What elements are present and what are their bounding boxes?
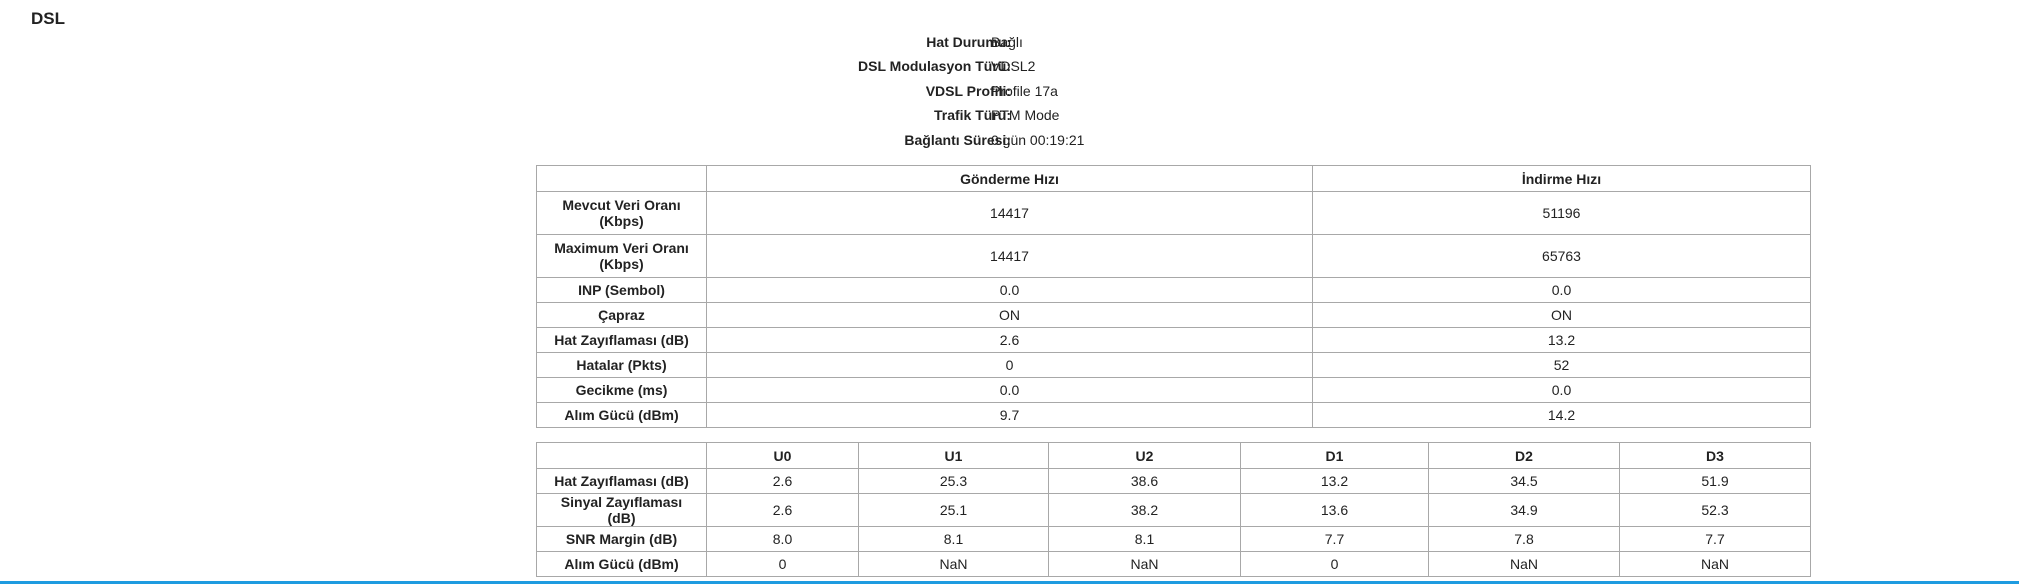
- cell: 14.2: [1312, 402, 1811, 428]
- cell: 8.0: [706, 526, 859, 552]
- column-header: Gönderme Hızı: [706, 165, 1313, 192]
- cell: 14417: [706, 191, 1313, 235]
- cell: NaN: [1048, 551, 1241, 577]
- header-row: Gönderme Hızı İndirme Hızı: [536, 165, 1811, 192]
- status-list: Hat Durumu: Bağlı DSL Modulasyon Türü: VDSL…: [0, 30, 2019, 152]
- cell: 38.6: [1048, 468, 1241, 494]
- cell: 7.7: [1619, 526, 1811, 552]
- cell: ON: [1312, 302, 1811, 328]
- column-header: İndirme Hızı: [1312, 165, 1811, 192]
- column-header: D2: [1428, 442, 1620, 469]
- cell: 0.0: [706, 377, 1313, 403]
- table-row: INP (Sembol) 0.0 0.0: [536, 277, 1811, 303]
- cell: 51.9: [1619, 468, 1811, 494]
- column-header: D1: [1240, 442, 1429, 469]
- column-header: U2: [1048, 442, 1241, 469]
- cell: 25.3: [858, 468, 1049, 494]
- cell: 0: [706, 551, 859, 577]
- cell: 25.1: [858, 493, 1049, 527]
- status-row: Trafik Türü: PTM Mode: [0, 103, 2019, 127]
- cell: 0: [1240, 551, 1429, 577]
- cell: 14417: [706, 234, 1313, 278]
- cell: 52.3: [1619, 493, 1811, 527]
- row-header: Hat Zayıflaması (dB): [536, 468, 707, 494]
- status-value: VDSL2: [991, 58, 1036, 75]
- cell: 13.2: [1240, 468, 1429, 494]
- cell: 0: [706, 352, 1313, 378]
- table-row: Hatalar (Pkts) 0 52: [536, 352, 1811, 378]
- cell: 38.2: [1048, 493, 1241, 527]
- row-header: Alım Gücü (dBm): [536, 402, 707, 428]
- table-row: Hat Zayıflaması (dB) 2.6 13.2: [536, 327, 1811, 353]
- rate-table: Gönderme Hızı İndirme Hızı Mevcut Veri Ora…: [536, 165, 1811, 428]
- status-value: Profile 17a: [991, 82, 1058, 99]
- status-value: 0 gün 00:19:21: [991, 131, 1085, 148]
- cell: 34.9: [1428, 493, 1620, 527]
- cell: NaN: [858, 551, 1049, 577]
- cell: 8.1: [1048, 526, 1241, 552]
- table-row: Gecikme (ms) 0.0 0.0: [536, 377, 1811, 403]
- status-row: Hat Durumu: Bağlı: [0, 30, 2019, 54]
- row-header: SNR Margin (dB): [536, 526, 707, 552]
- status-value: Bağlı: [991, 34, 1023, 50]
- cell: ON: [706, 302, 1313, 328]
- column-header: D3: [1619, 442, 1811, 469]
- status-label: Bağlantı Süresi:: [904, 131, 1011, 148]
- row-header: Maximum Veri Oranı (Kbps): [536, 234, 707, 278]
- row-header: Hatalar (Pkts): [536, 352, 707, 378]
- cell: 65763: [1312, 234, 1811, 278]
- status-label: VDSL Profili:: [925, 82, 1011, 99]
- bottom-border: [0, 581, 2019, 584]
- row-header: Hat Zayıflaması (dB): [536, 327, 707, 353]
- cell: NaN: [1428, 551, 1620, 577]
- corner-cell: [536, 442, 707, 469]
- cell: 52: [1312, 352, 1811, 378]
- corner-cell: [536, 165, 707, 192]
- status-value: PTM Mode: [991, 107, 1060, 124]
- column-header: U0: [706, 442, 859, 469]
- table-row: Maximum Veri Oranı (Kbps) 14417 65763: [536, 234, 1811, 278]
- cell: 7.8: [1428, 526, 1620, 552]
- status-label: Hat Durumu:: [926, 34, 1011, 50]
- cell: 2.6: [706, 468, 859, 494]
- row-header: Gecikme (ms): [536, 377, 707, 403]
- row-header: Mevcut Veri Oranı (Kbps): [536, 191, 707, 235]
- row-header: INP (Sembol): [536, 277, 707, 303]
- header-row: U0 U1 U2 D1 D2 D3: [536, 442, 1811, 469]
- table-row: SNR Margin (dB) 8.0 8.1 8.1 7.7 7.8 7.7: [536, 526, 1811, 552]
- row-header: Alım Gücü (dBm): [536, 551, 707, 577]
- cell: 13.6: [1240, 493, 1429, 527]
- row-header: Sinyal Zayıflaması (dB): [536, 493, 707, 527]
- cell: 13.2: [1312, 327, 1811, 353]
- cell: 34.5: [1428, 468, 1620, 494]
- cell: 2.6: [706, 493, 859, 527]
- status-label: DSL Modulasyon Türü:: [858, 58, 1011, 75]
- column-header: U1: [858, 442, 1049, 469]
- cell: 0.0: [1312, 277, 1811, 303]
- cell: 7.7: [1240, 526, 1429, 552]
- cell: 2.6: [706, 327, 1313, 353]
- cell: NaN: [1619, 551, 1811, 577]
- table-row: Mevcut Veri Oranı (Kbps) 14417 51196: [536, 191, 1811, 235]
- table-row: Sinyal Zayıflaması (dB) 2.6 25.1 38.2 13.6 34…: [536, 493, 1811, 527]
- section-title: DSL: [31, 9, 65, 28]
- band-table: U0 U1 U2 D1 D2 D3 Hat Zayıflaması (dB) 2.6 25.3 3…: [536, 442, 1811, 577]
- table-row: Alım Gücü (dBm) 0 NaN NaN 0 NaN NaN: [536, 551, 1811, 577]
- cell: 9.7: [706, 402, 1313, 428]
- table-row: Hat Zayıflaması (dB) 2.6 25.3 38.6 13.2 34.5 5…: [536, 468, 1811, 494]
- status-label: Trafik Türü:: [933, 107, 1011, 124]
- cell: 0.0: [706, 277, 1313, 303]
- row-header: Çapraz: [536, 302, 707, 328]
- cell: 0.0: [1312, 377, 1811, 403]
- cell: 8.1: [858, 526, 1049, 552]
- status-row: Bağlantı Süresi: 0 gün 00:19:21: [0, 128, 2019, 152]
- cell: 51196: [1312, 191, 1811, 235]
- status-row: VDSL Profili: Profile 17a: [0, 79, 2019, 103]
- status-row: DSL Modulasyon Türü: VDSL2: [0, 54, 2019, 78]
- table-row: Alım Gücü (dBm) 9.7 14.2: [536, 402, 1811, 428]
- table-row: Çapraz ON ON: [536, 302, 1811, 328]
